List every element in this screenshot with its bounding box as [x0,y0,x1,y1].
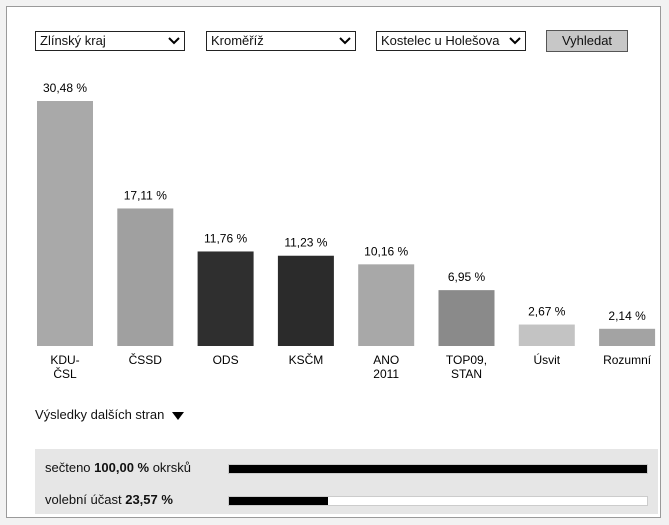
region-select[interactable]: Zlínský kraj [35,31,185,51]
bar-4 [277,255,334,346]
counting-status: sečteno 100,00 % okrsků volební účast 23… [35,449,658,514]
municipality-select-value: Kostelec u Holešova [381,33,500,48]
bar-value-label: 11,76 % [204,231,247,245]
bar-category-label: STAN [451,367,482,381]
bar-value-label: 10,16 % [364,244,408,258]
bar-6 [438,290,495,346]
counted-prefix: sečteno [45,460,95,475]
bar-value-label: 30,48 % [43,81,87,95]
chevron-down-icon [509,37,521,45]
chevron-down-icon [339,37,351,45]
bar-7 [518,324,575,346]
results-bar-chart: 30,48 % KDU-ČSL 17,11 % ČSSD 11,76 % ODS 11,23… [37,81,656,381]
counted-label: sečteno 100,00 % okrsků [45,460,191,475]
bar-category-label: Úsvit [533,352,560,367]
turnout-prefix: volební účast [45,492,126,507]
bar-value-label: 2,14 % [608,309,646,323]
municipality-select[interactable]: Kostelec u Holešova [376,31,526,51]
bar-category-label: ANO [373,353,399,367]
more-results-toggle[interactable]: Výsledky dalších stran [35,407,184,422]
bar-value-label: 11,23 % [284,236,327,250]
counted-progress-bar [228,464,648,474]
search-button[interactable]: Vyhledat [546,30,628,52]
bar-value-label: 17,11 % [124,188,167,202]
bar-category-label: KDU- [50,353,79,367]
region-select-value: Zlínský kraj [40,33,106,48]
district-select-value: Kroměříž [211,33,264,48]
bar-category-label: Rozumní [603,353,652,367]
turnout-progress-fill [229,497,328,505]
bar-category-label: 2011 [373,367,399,381]
bar-category-label: ČSSD [129,352,163,367]
bar-value-label: 6,95 % [448,270,486,284]
triangle-down-icon [171,411,184,420]
more-results-label: Výsledky dalších stran [35,407,165,422]
bar-category-label: ODS [213,353,239,367]
bar-2 [117,208,174,346]
turnout-value: 23,57 % [125,492,173,507]
turnout-label: volební účast 23,57 % [45,492,173,507]
bar-category-label: ČSL [53,366,77,381]
bar-category-label: TOP09, [446,353,487,367]
bar-3 [197,251,254,346]
turnout-progress-bar [228,496,648,506]
bar-1 [37,101,93,346]
district-select[interactable]: Kroměříž [206,31,356,51]
bar-value-label: 2,67 % [528,305,566,319]
bar-8 [599,328,656,346]
counted-progress-fill [229,465,647,473]
bar-5 [358,264,415,346]
bar-category-label: KSČM [289,352,324,367]
chevron-down-icon [168,37,180,45]
counted-suffix: okrsků [149,460,191,475]
counted-value: 100,00 % [94,460,150,475]
